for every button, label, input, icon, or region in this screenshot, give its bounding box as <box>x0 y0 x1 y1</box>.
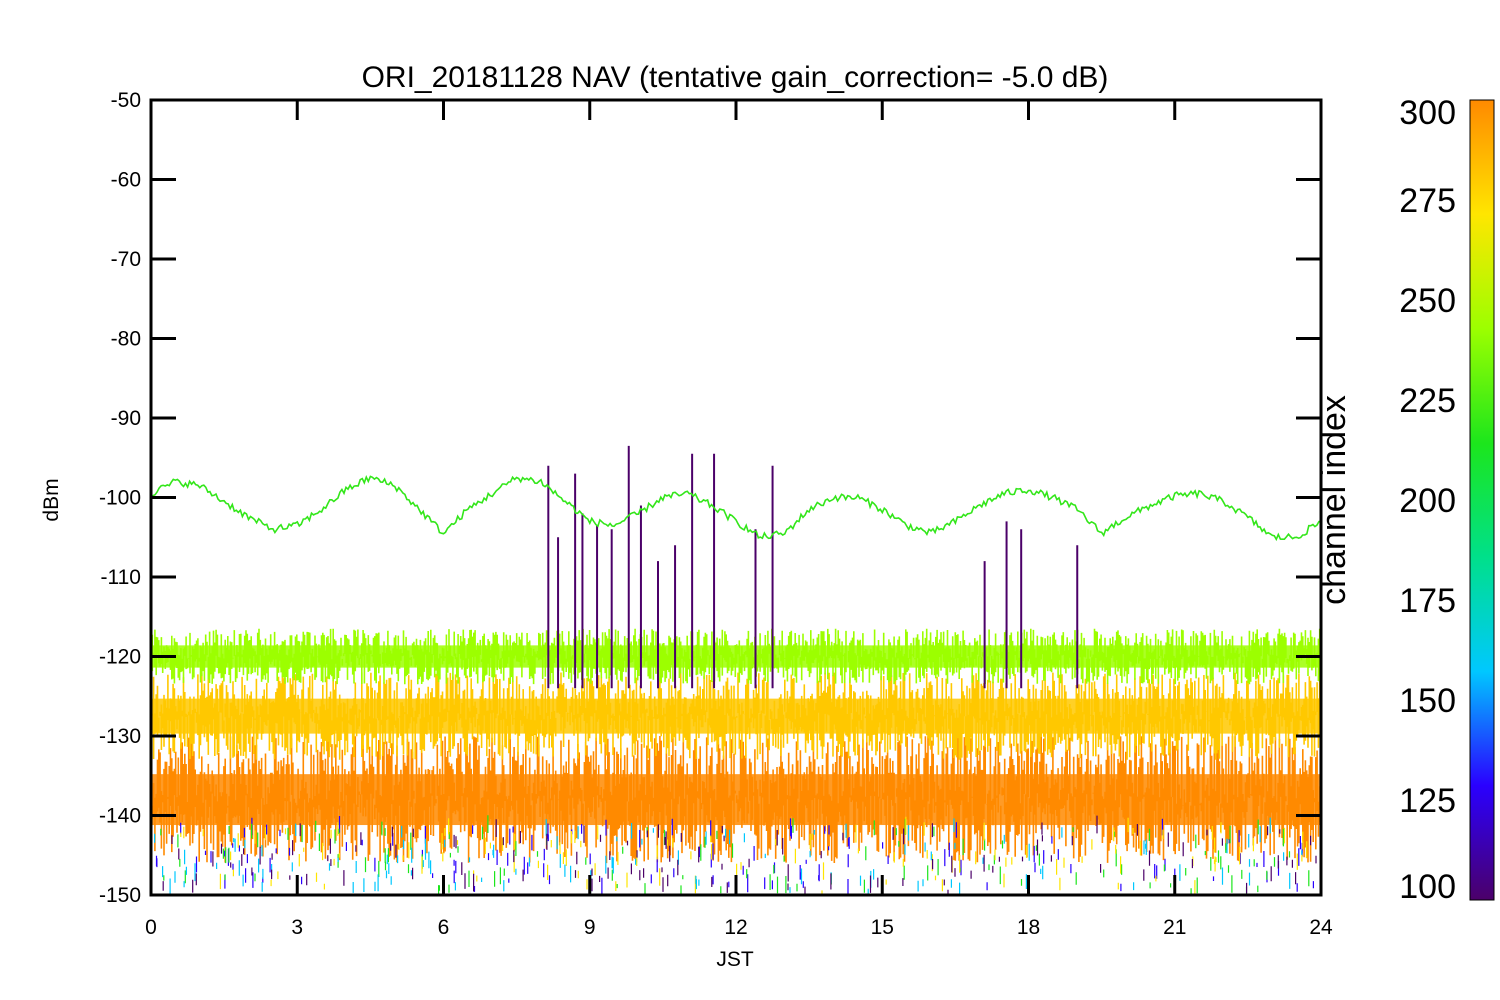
noise-band-channel-280 <box>151 672 1321 760</box>
x-tick-label: 6 <box>438 916 450 939</box>
x-tick-label: 21 <box>1163 916 1186 939</box>
y-axis-ticks: -150 -140 -130 -120 -110 -100 -90 -80 -70 -60 -50 <box>99 89 1321 907</box>
y-tick-label: -130 <box>99 725 141 748</box>
x-tick-label: 9 <box>584 916 596 939</box>
y-tick-label: -60 <box>111 169 141 192</box>
x-tick-label: 3 <box>291 916 303 939</box>
colorbar-tick-label: 225 <box>1399 382 1456 420</box>
colorbar-tick-label: 175 <box>1399 582 1456 620</box>
x-axis-ticks: 0 3 6 9 12 15 18 21 24 <box>145 100 1333 939</box>
colorbar-gradient <box>1469 99 1495 901</box>
colorbar-tick-label: 250 <box>1399 282 1456 320</box>
noise-band-core <box>151 698 1321 734</box>
y-tick-label: -150 <box>99 884 141 907</box>
colorbar-tick-label: 100 <box>1399 868 1456 906</box>
chart-title: ORI_20181128 NAV (tentative gain_correct… <box>362 61 1109 94</box>
y-tick-label: -120 <box>99 646 141 669</box>
colorbar-tick-label: 200 <box>1399 482 1456 520</box>
colorbar-tick-label: 300 <box>1399 94 1456 132</box>
y-tick-label: -140 <box>99 805 141 828</box>
plot-area <box>151 445 1321 895</box>
colorbar-ticks: 100 125 150 175 200 225 250 275 300 <box>1399 94 1456 906</box>
y-tick-label: -50 <box>111 89 141 112</box>
y-tick-label: -100 <box>99 487 141 510</box>
noise-speck-trace <box>155 816 1314 895</box>
y-tick-label: -70 <box>111 248 141 271</box>
noise-speck-trace <box>180 816 1308 895</box>
x-axis-label: JST <box>716 948 754 971</box>
y-tick-label: -90 <box>111 407 141 430</box>
colorbar-tick-label: 275 <box>1399 182 1456 220</box>
colorbar-label: channel index <box>1315 395 1353 605</box>
colorbar-tick-label: 150 <box>1399 682 1456 720</box>
signal-lines <box>151 474 1321 542</box>
x-tick-label: 24 <box>1309 916 1333 939</box>
y-tick-label: -80 <box>111 328 141 351</box>
noise-specks <box>154 815 1317 895</box>
noise-band-core <box>151 645 1321 668</box>
noise-bands <box>151 628 1321 895</box>
x-tick-label: 12 <box>724 916 747 939</box>
colorbar-tick-label: 125 <box>1399 782 1456 820</box>
x-tick-label: 0 <box>145 916 157 939</box>
x-tick-label: 15 <box>871 916 894 939</box>
noise-speck-trace <box>162 815 1317 894</box>
noise-band-channel-260 <box>151 628 1321 685</box>
series-line-channel-220 <box>151 474 1321 542</box>
y-tick-label: -110 <box>101 566 141 589</box>
x-tick-label: 18 <box>1017 916 1040 939</box>
y-axis-label: dBm <box>40 478 63 521</box>
noise-band-core <box>151 774 1321 826</box>
colorbar: 100 125 150 175 200 225 250 275 300 channel inde… <box>1315 94 1495 906</box>
noise-band-channel-295 <box>151 736 1321 864</box>
